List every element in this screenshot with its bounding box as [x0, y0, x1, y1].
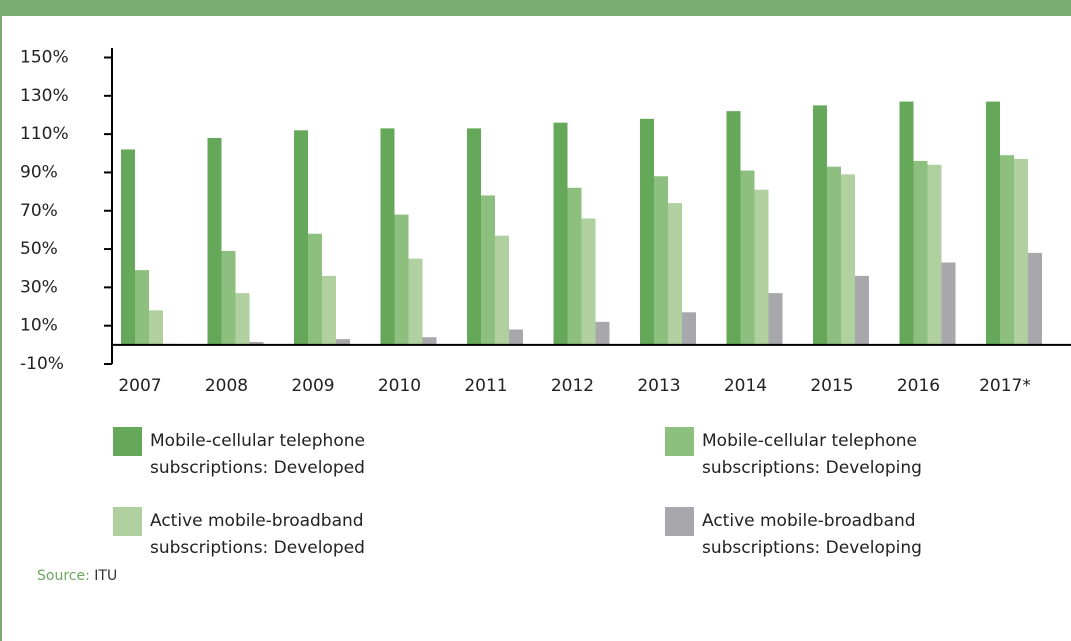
y-tick-label: 10%	[20, 316, 58, 336]
bar	[221, 250, 236, 345]
bar	[841, 174, 855, 345]
bar	[941, 262, 956, 345]
y-tick-label: 30%	[20, 277, 58, 297]
bar	[149, 310, 163, 345]
bar	[654, 176, 668, 345]
bar	[121, 149, 135, 345]
bar	[768, 293, 783, 345]
x-tick-label: 2012	[551, 376, 594, 396]
x-tick-label: 2013	[637, 376, 680, 396]
left-border	[0, 0, 2, 641]
source: Source: ITU	[37, 568, 117, 584]
x-tick-label: 2016	[897, 376, 940, 396]
bar	[308, 233, 322, 345]
bar	[668, 203, 682, 345]
bar	[481, 195, 495, 345]
bar	[322, 275, 336, 345]
bar	[495, 235, 509, 345]
bar	[294, 130, 308, 345]
bar	[827, 166, 841, 345]
bar	[336, 339, 350, 345]
x-tick-label: 2014	[724, 376, 767, 396]
legend-item: Active mobile-broadband subscriptions: D…	[665, 507, 972, 562]
bar	[581, 218, 596, 345]
bar	[927, 164, 942, 345]
x-tick-label: 2007	[118, 376, 161, 396]
source-label: Source:	[37, 568, 90, 584]
bar	[855, 275, 869, 345]
y-tick-label: -10%	[20, 354, 64, 374]
bar	[467, 128, 481, 345]
bar	[726, 111, 741, 345]
legend-item: Mobile-cellular telephone subscriptions:…	[665, 427, 972, 482]
bar	[813, 105, 827, 345]
bar	[394, 214, 409, 345]
bar	[682, 312, 696, 345]
bar	[567, 187, 582, 345]
y-tick-label: 90%	[20, 162, 58, 182]
y-tick-label: 150%	[20, 48, 69, 68]
bar	[899, 101, 914, 345]
legend-label: Active mobile-broadband subscriptions: D…	[702, 511, 922, 558]
bar	[913, 160, 928, 345]
legend-item: Active mobile-broadband subscriptions: D…	[113, 507, 420, 562]
bar	[1028, 252, 1042, 345]
bar	[1014, 159, 1028, 345]
bar	[408, 258, 423, 345]
legend-swatch	[665, 427, 694, 456]
bar	[509, 329, 523, 345]
y-tick-label: 130%	[20, 86, 69, 106]
x-tick-label: 2009	[291, 376, 334, 396]
x-tick-label: 2015	[810, 376, 853, 396]
bar	[740, 170, 755, 345]
legend-swatch	[113, 427, 142, 456]
x-tick-label: 2010	[378, 376, 421, 396]
bar	[135, 270, 149, 345]
legend-label: Mobile-cellular telephone subscriptions:…	[702, 431, 922, 478]
x-tick-label: 2011	[464, 376, 507, 396]
bar	[1000, 155, 1014, 345]
bar	[422, 337, 437, 345]
y-tick-label: 50%	[20, 239, 58, 259]
x-tick-label: 2008	[205, 376, 248, 396]
bar	[754, 189, 769, 345]
bar	[595, 321, 610, 345]
x-tick-label: 2017*	[979, 376, 1031, 396]
bar	[207, 137, 222, 345]
source-value: ITU	[94, 568, 118, 584]
bar	[986, 101, 1000, 345]
legend-label: Mobile-cellular telephone subscriptions:…	[150, 431, 365, 478]
top-band	[0, 0, 1071, 16]
legend-swatch	[665, 507, 694, 536]
bar	[640, 118, 654, 345]
legend-label: Active mobile-broadband subscriptions: D…	[150, 511, 365, 558]
bar	[380, 128, 395, 345]
bar	[235, 293, 250, 345]
bar	[249, 341, 264, 345]
legend-item: Mobile-cellular telephone subscriptions:…	[113, 427, 420, 482]
y-tick-label: 110%	[20, 124, 69, 144]
y-tick-label: 70%	[20, 201, 58, 221]
legend-swatch	[113, 507, 142, 536]
bar	[553, 122, 568, 345]
